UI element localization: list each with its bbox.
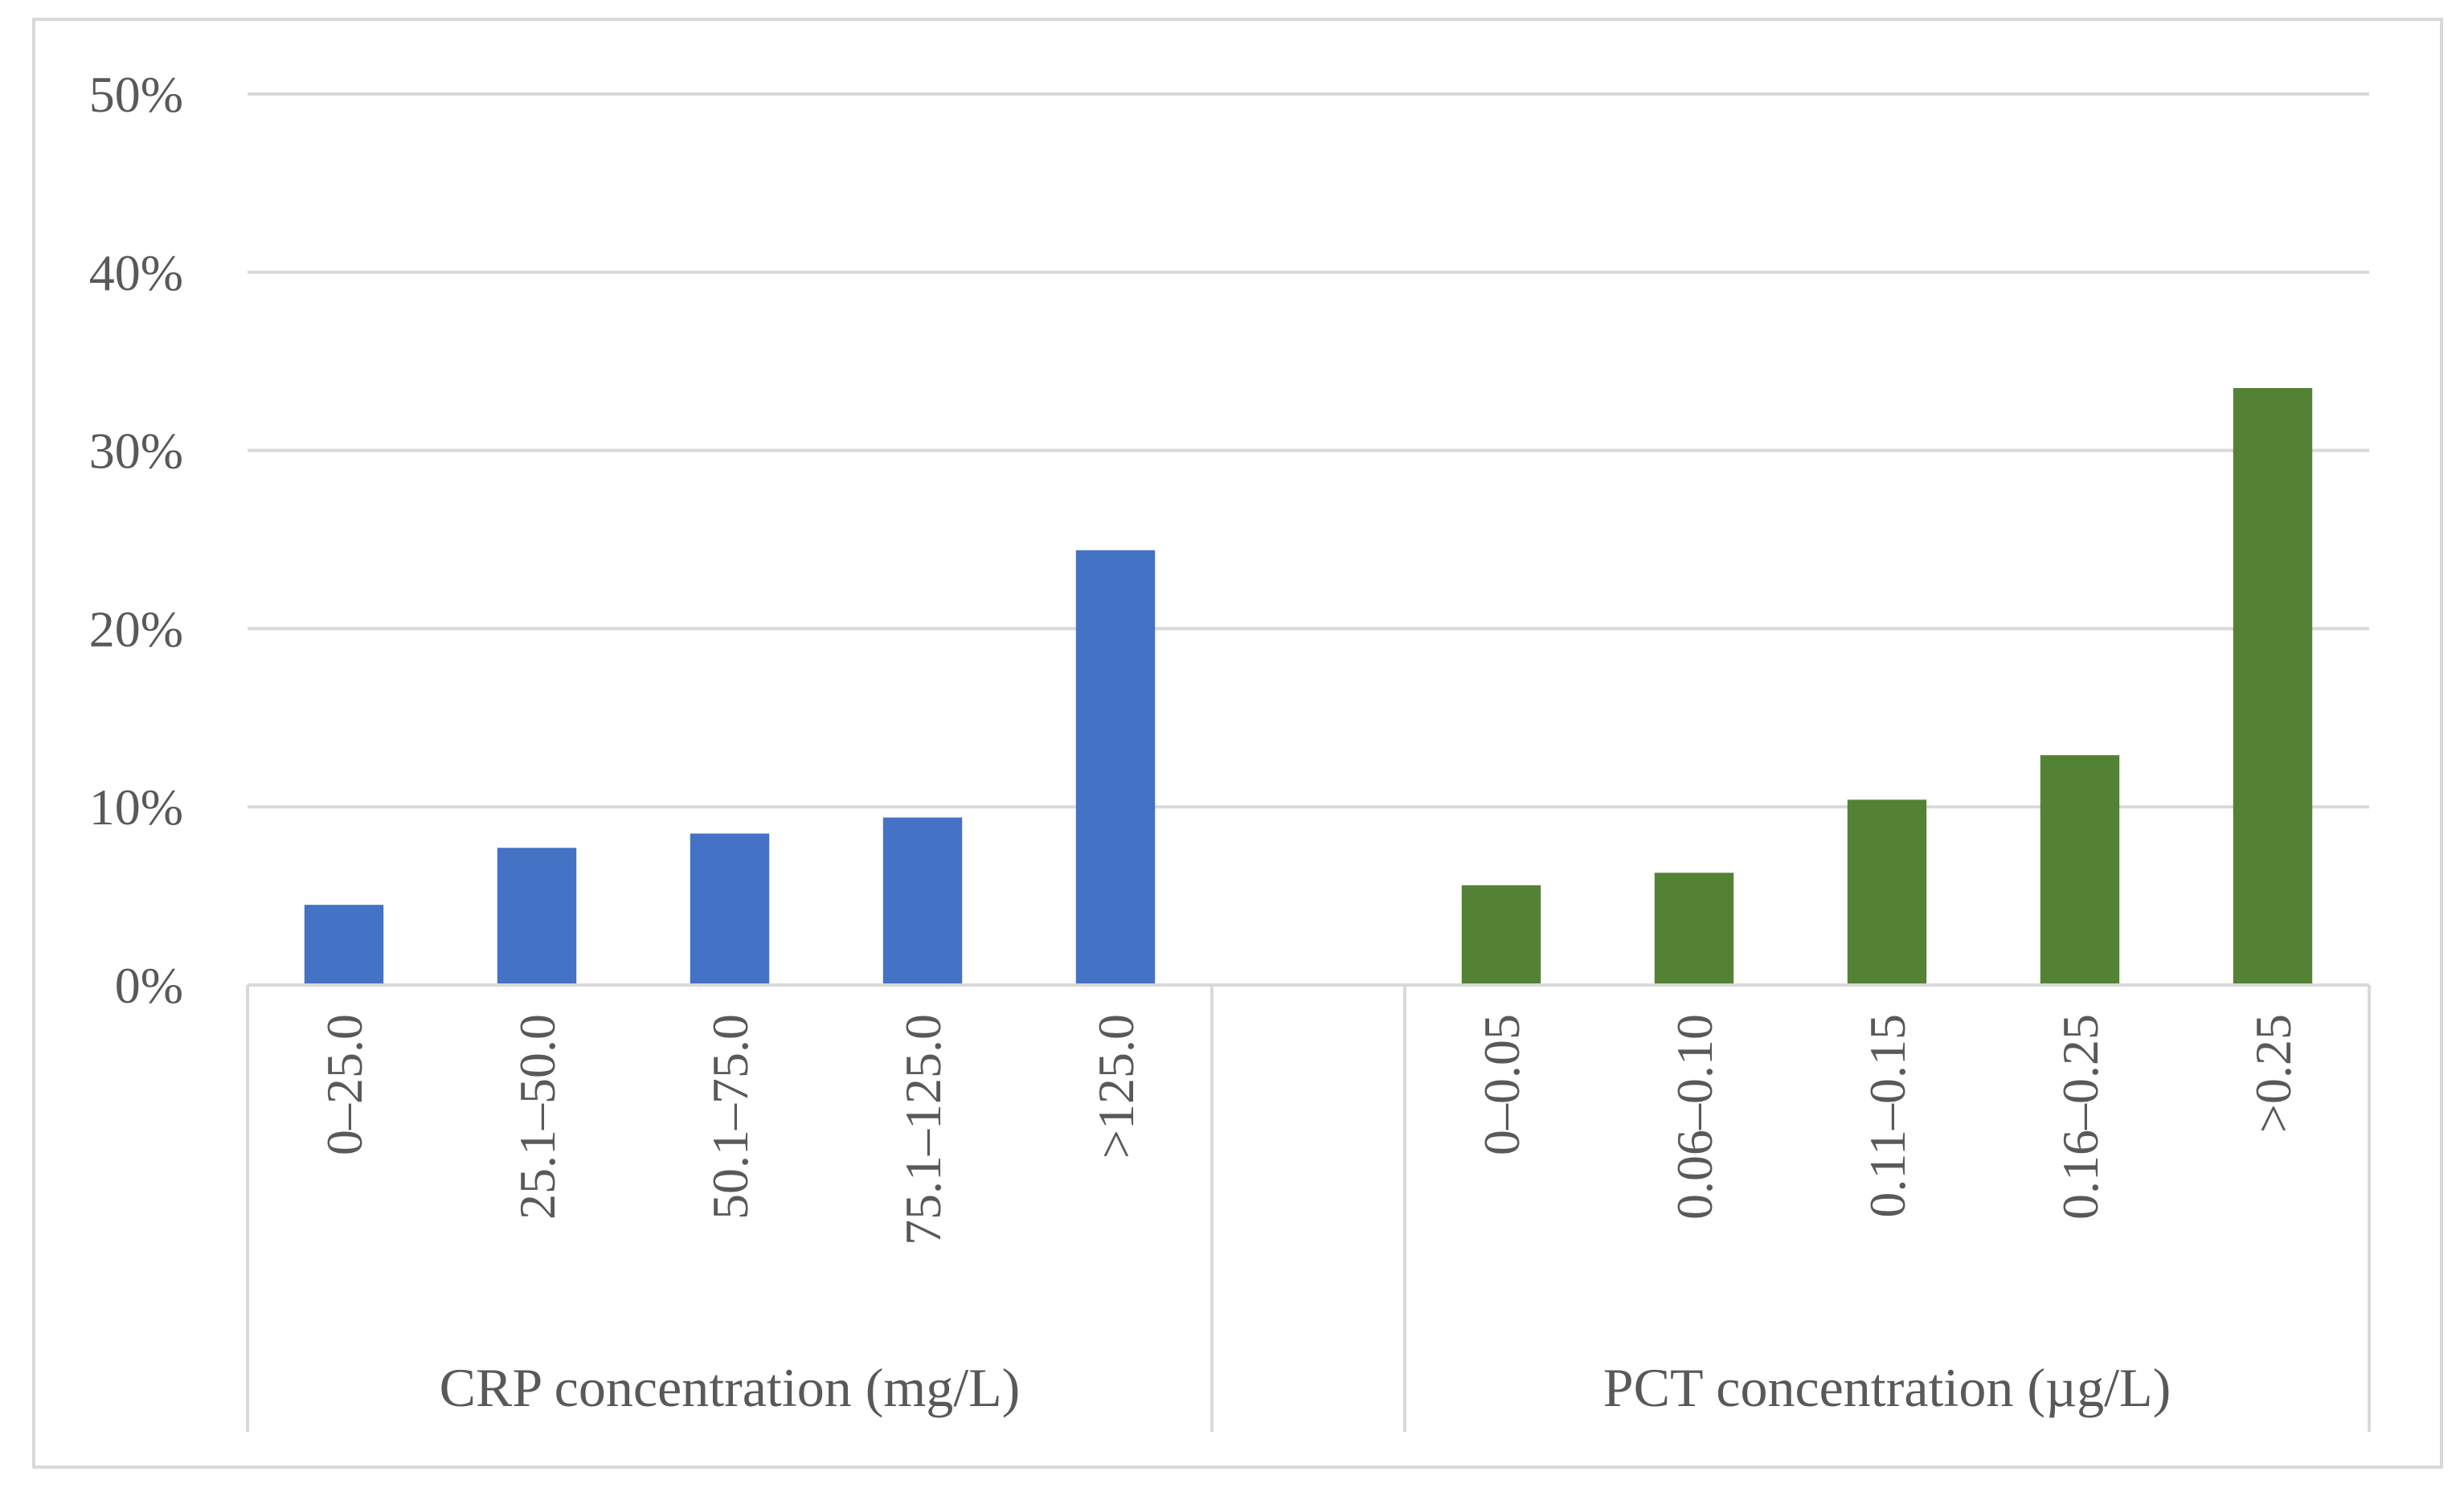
bar (2233, 387, 2313, 986)
group-label: PCT concentration (µg/L) (1603, 1357, 2171, 1418)
x-category-label: >125.0 (1087, 1014, 1144, 1159)
bars (304, 387, 2313, 986)
group-label: CRP concentration (mg/L) (440, 1357, 1021, 1418)
y-tick-label: 10% (89, 779, 183, 836)
x-category-label: 75.1–125.0 (894, 1014, 952, 1245)
x-category-label: 0.06–0.10 (1666, 1014, 1723, 1220)
group-labels: CRP concentration (mg/L) PCT concentratio… (440, 1357, 2171, 1418)
x-category-label: >0.25 (2245, 1014, 2302, 1133)
bar (2040, 754, 2120, 985)
chart-frame: 0% 10% 20% 30% 40% 50% 0–25.0 25.1–50.0 50.1–75… (32, 18, 2443, 1469)
x-category-label: 0.16–0.25 (2052, 1014, 2109, 1220)
y-tick-label: 50% (89, 66, 183, 123)
x-category-label: 0–25.0 (316, 1014, 373, 1155)
bar (304, 905, 384, 985)
bar (1075, 550, 1156, 985)
x-category-label: 50.1–75.0 (702, 1014, 759, 1220)
gridlines (248, 92, 2369, 809)
bar (690, 833, 770, 985)
y-axis-tick-labels: 0% 10% 20% 30% 40% 50% (89, 66, 183, 1014)
y-tick-label: 0% (115, 957, 183, 1014)
y-tick-label: 30% (89, 423, 183, 480)
bar (1847, 799, 1927, 985)
bar (497, 848, 577, 985)
category-labels: 0–25.0 25.1–50.0 50.1–75.0 75.1–125.0 >125.0… (316, 1014, 2302, 1245)
bar (1461, 885, 1541, 985)
y-tick-label: 20% (89, 600, 183, 657)
x-axis (246, 983, 2371, 1432)
bar (1654, 873, 1734, 985)
x-category-label: 25.1–50.0 (509, 1014, 566, 1220)
x-category-label: 0–0.05 (1473, 1014, 1530, 1155)
y-tick-label: 40% (89, 244, 183, 301)
bar (882, 817, 963, 985)
x-category-label: 0.11–0.15 (1859, 1014, 1916, 1218)
